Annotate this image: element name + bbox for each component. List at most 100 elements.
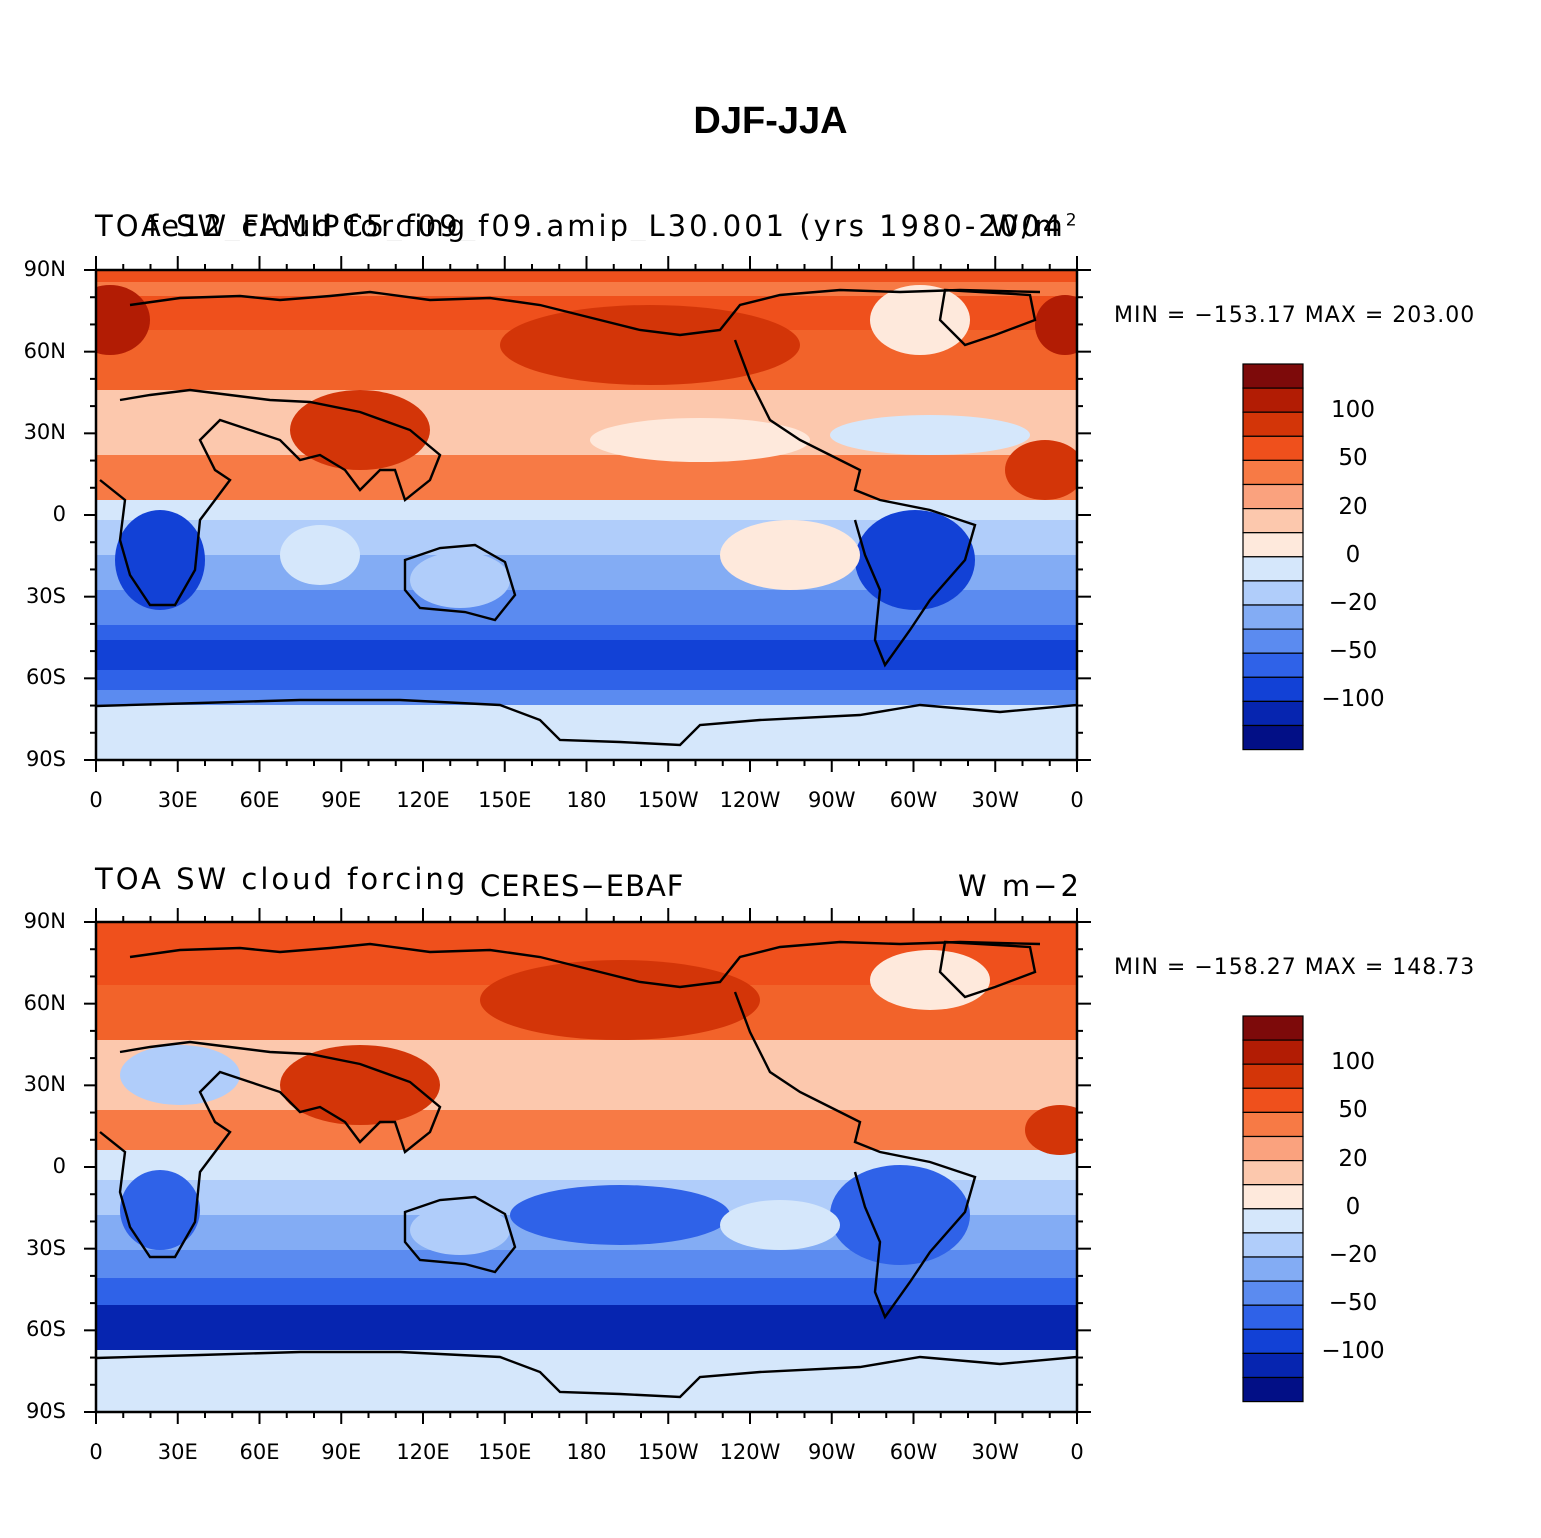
- colorbar-segment: [1242, 628, 1304, 654]
- colorbar-label: −20: [1328, 1242, 1378, 1268]
- lon-tick-label: 180: [566, 1440, 607, 1464]
- colorbar-segment: [1242, 1304, 1304, 1330]
- panel2-left-title: TOA SW cloud forcing: [95, 862, 469, 896]
- blob: [870, 285, 970, 355]
- lon-tick-label: 180: [566, 788, 607, 812]
- lon-tick-label: 60W: [889, 1440, 938, 1464]
- lon-tick-label: 60E: [239, 1440, 280, 1464]
- lon-tick-label: 120E: [396, 1440, 450, 1464]
- colorbar-label: 50: [1338, 1097, 1368, 1124]
- lat-tick-label: 90N: [23, 909, 66, 933]
- colorbar-label: 100: [1331, 397, 1375, 424]
- lat-tick-label: 60S: [25, 1317, 66, 1342]
- blob: [120, 1170, 200, 1250]
- lon-tick-label: 30W: [971, 788, 1020, 812]
- coastlines: [96, 940, 1077, 1399]
- lon-tick-label: 120W: [719, 1440, 781, 1464]
- band: [96, 1110, 1077, 1155]
- lat-tick-label: 60S: [25, 665, 66, 690]
- colorbar-segment: [1242, 652, 1304, 678]
- lat-tick-label: 30N: [23, 1072, 66, 1097]
- blob: [830, 1165, 970, 1265]
- blob: [290, 390, 430, 470]
- colorbar-segment: [1242, 604, 1304, 630]
- band: [96, 1040, 1077, 1115]
- colorbar-segment: [1242, 1280, 1304, 1306]
- lon-tick-label: 150E: [478, 1440, 532, 1464]
- blob: [720, 1200, 840, 1250]
- colorbar-segment: [1242, 363, 1304, 389]
- colorbar-segment: [1242, 1376, 1304, 1403]
- lon-tick-label: 0: [89, 788, 103, 812]
- lon-tick-label: 0: [1070, 1440, 1084, 1464]
- band: [96, 705, 1077, 760]
- lon-tick-label: 30W: [971, 1440, 1020, 1464]
- colorbar-label: 0: [1345, 1193, 1361, 1220]
- lon-tick-label: 60E: [239, 788, 280, 812]
- map-panel-1: [96, 270, 1077, 760]
- panel1-units-text: W/m: [990, 209, 1066, 243]
- colorbar-label: −50: [1328, 1290, 1378, 1317]
- colorbars: [1242, 363, 1304, 1403]
- lon-tick-label: 0: [89, 1440, 103, 1464]
- panel2-min-max: MIN = −158.27 MAX = 148.73: [1114, 955, 1476, 980]
- colorbar-segment: [1242, 1039, 1304, 1065]
- lat-tick-label: 30S: [25, 583, 66, 608]
- lon-tick-label: 30E: [157, 1440, 198, 1464]
- lat-tick-label: 90S: [25, 747, 66, 771]
- colorbar-segment: [1242, 1256, 1304, 1282]
- colorbar-label: 0: [1345, 541, 1361, 568]
- colorbar-segment: [1242, 1015, 1304, 1041]
- colorbar-segment: [1242, 1352, 1304, 1379]
- lat-tick-label: 30S: [25, 1235, 66, 1260]
- panel2-units: W m−2: [958, 869, 1082, 903]
- colorbar-segment: [1242, 508, 1304, 534]
- colorbar-label: 20: [1338, 1145, 1368, 1172]
- blob: [120, 1045, 240, 1105]
- colorbar-segment: [1242, 1184, 1304, 1210]
- lat-tick-label: 0: [52, 1154, 66, 1178]
- blob: [480, 960, 760, 1040]
- colorbar-segment: [1242, 435, 1304, 461]
- blob: [1005, 440, 1077, 500]
- colorbar-segment: [1242, 1328, 1304, 1355]
- blob: [510, 1185, 730, 1245]
- colorbar-segment: [1242, 700, 1304, 727]
- colorbar-segment: [1242, 1208, 1304, 1234]
- band: [96, 500, 1077, 522]
- lat-tick-label: 60N: [23, 338, 66, 363]
- lon-tick-label: 150E: [478, 788, 532, 812]
- colorbar-segment: [1242, 580, 1304, 606]
- lon-tick-label: 90W: [808, 1440, 856, 1464]
- lat-tick-label: 60N: [23, 990, 66, 1015]
- lon-tick-label: 150W: [637, 1440, 699, 1464]
- lon-tick-label: 120W: [719, 788, 781, 812]
- blob: [855, 510, 975, 610]
- lat-tick-label: 90N: [23, 257, 66, 281]
- blob: [280, 525, 360, 585]
- colorbar-segment: [1242, 676, 1304, 702]
- colorbar-segment: [1242, 1087, 1304, 1114]
- blob: [115, 510, 205, 610]
- main-title: DJF-JJA: [693, 100, 848, 142]
- colorbar-segment: [1242, 1111, 1304, 1138]
- colorbar-label: 50: [1338, 445, 1368, 472]
- panel1-units-sup: 2: [1065, 210, 1080, 231]
- lon-tick-label: 150W: [637, 788, 699, 812]
- colorbar-label: −50: [1328, 638, 1378, 665]
- colorbar-segment: [1242, 387, 1304, 413]
- blob: [500, 305, 800, 385]
- colorbar-segment: [1242, 459, 1304, 486]
- colorbar-label: −100: [1321, 1338, 1385, 1365]
- lat-tick-label: 30N: [23, 420, 66, 445]
- colorbar-segment: [1242, 724, 1304, 751]
- colorbar-segment: [1242, 483, 1304, 510]
- colorbar-label: 20: [1338, 493, 1368, 520]
- blob: [590, 418, 810, 462]
- colorbar-segment: [1242, 1135, 1304, 1162]
- band: [96, 1350, 1077, 1412]
- blob: [870, 950, 990, 1010]
- colorbar-segment: [1242, 556, 1304, 582]
- lon-tick-label: 60W: [889, 788, 938, 812]
